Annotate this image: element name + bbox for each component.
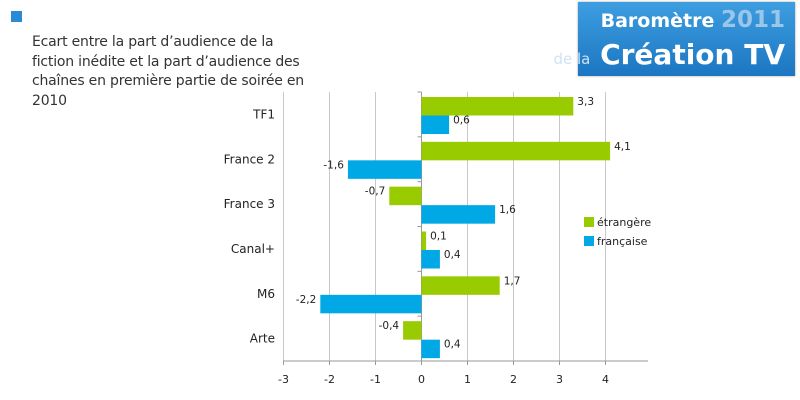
title-marker [11,11,22,22]
bar-etrangere [389,186,422,206]
logo-year: 2011 [720,7,785,33]
bar-francaise [421,339,440,359]
data-label: 1,7 [504,275,521,287]
x-tick-label: -1 [370,373,381,386]
bar-etrangere [421,97,574,116]
category-label: Arte [250,332,275,346]
bar-francaise [320,294,422,314]
bar-etrangere [421,231,427,250]
logo-line2: Création TV [600,38,785,71]
data-label: -0,4 [379,320,400,332]
bar-francaise [421,205,496,224]
legend-label: étrangère [597,216,651,229]
x-tick-label: 0 [418,373,425,386]
data-label: 0,4 [444,339,461,351]
data-label: 1,6 [499,204,516,216]
chart-title: Ecart entre la part d’audience de la fic… [32,34,304,109]
category-label: France 2 [224,152,275,166]
x-tick-label: 3 [556,373,563,386]
bar-francaise [421,250,440,269]
data-label: 4,1 [614,141,631,153]
bar-etrangere [403,321,422,340]
data-label: 3,3 [577,96,594,108]
x-tick-label: 1 [464,373,471,386]
bar-etrangere [421,141,611,161]
data-label: -0,7 [365,186,386,198]
logo-prefix: de la [553,50,591,68]
category-label: Canal+ [231,242,275,256]
data-label: -2,2 [296,294,317,306]
legend-swatch [584,236,594,246]
legend-label: française [597,235,648,248]
logo-line1: Baromètre [600,10,715,32]
bar-francaise [421,115,450,134]
data-label: 0,1 [430,231,447,243]
bar-francaise [347,160,422,179]
x-tick-label: 2 [510,373,517,386]
barometre-logo: Baromètre 2011 de la Création TV [553,2,795,76]
data-label: -1,6 [323,159,344,171]
category-label: M6 [257,287,275,301]
category-label: TF1 [252,107,275,121]
x-tick-label: -2 [324,373,335,386]
data-label: 0,4 [444,249,461,261]
data-label: 0,6 [453,115,470,127]
x-tick-label: 4 [602,373,609,386]
bar-etrangere [421,276,500,295]
category-label: France 3 [224,197,275,211]
x-tick-label: -3 [278,373,289,386]
legend-swatch [584,217,594,227]
